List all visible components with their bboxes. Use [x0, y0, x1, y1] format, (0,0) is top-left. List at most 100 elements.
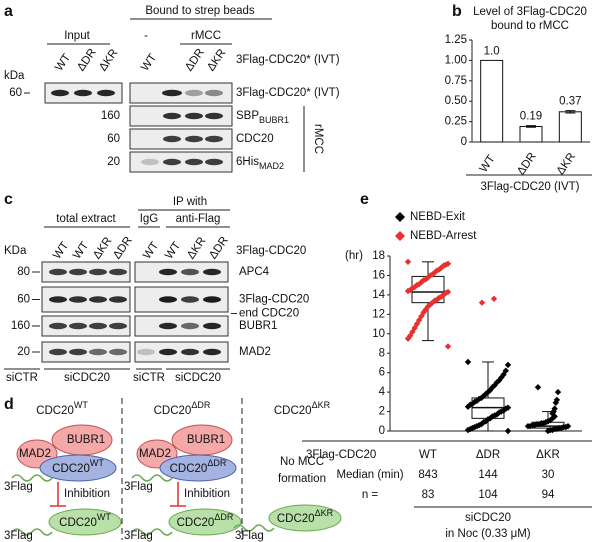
table-cell: 94 [542, 489, 555, 501]
band [51, 89, 69, 97]
panel-label: d [4, 396, 14, 413]
script-text: ΔDR [214, 512, 234, 522]
label: MAD2 [19, 448, 51, 460]
label: CDC20WT [52, 458, 104, 475]
point [404, 287, 412, 295]
band [163, 135, 181, 143]
side-label: rMCC [312, 124, 324, 154]
row-label: SBPBUBR1 [236, 110, 289, 125]
y-tick-label: 2 [379, 406, 385, 418]
band [69, 348, 87, 356]
band [181, 296, 199, 303]
band [89, 296, 107, 303]
group-header: IP with [173, 196, 207, 208]
cdc20-shape [159, 454, 237, 482]
row-label: CDC20 [236, 133, 274, 145]
script-text: WT [90, 458, 104, 468]
label: kDa [4, 70, 25, 82]
panel-label: e [360, 191, 369, 208]
script-text: ΔDR [191, 400, 211, 410]
marker: 80 [17, 266, 30, 278]
y-tick-label: 14 [372, 289, 385, 301]
y-tick-label: 18 [372, 250, 385, 262]
band [49, 322, 67, 330]
lane-label: WT [71, 240, 91, 262]
treatment-label: siCTR [133, 372, 165, 384]
y-tick-label: 6 [379, 367, 385, 379]
marker: 60 [107, 133, 120, 145]
point [490, 295, 498, 302]
point [524, 422, 532, 430]
value-label: 0.19 [520, 111, 542, 123]
marker: 20 [17, 346, 30, 358]
text-part: CDC20 [59, 517, 97, 529]
lane-label: ΔDR [111, 235, 135, 262]
table-cell: WT [419, 449, 437, 461]
linker [11, 528, 53, 536]
treatment-label: siCTR [6, 372, 38, 384]
lane-label: WT [53, 52, 73, 74]
band [181, 268, 199, 276]
band [69, 268, 87, 276]
point [478, 299, 486, 306]
text-part: CDC20 [52, 463, 90, 475]
marker: 60 [17, 294, 30, 306]
chart-subtitle: bound to rMCC [491, 20, 569, 32]
table-cell: 144 [478, 469, 498, 481]
label: KDa [4, 245, 27, 257]
y-tick-label: 4 [379, 386, 386, 398]
panel-label: c [4, 191, 13, 208]
band [49, 268, 67, 276]
lane-label: ΔKR [91, 235, 114, 261]
y-axis-label: (hr) [345, 250, 363, 262]
band [181, 322, 199, 330]
table-cell: 30 [542, 469, 555, 481]
band [163, 158, 181, 166]
label: CDC20ΔDR [170, 458, 227, 475]
footer-label: in Noc (0.33 μM) [445, 528, 530, 540]
point [534, 384, 542, 391]
panel-label: a [4, 3, 13, 20]
band [49, 348, 67, 356]
band [109, 322, 127, 330]
point [553, 396, 561, 404]
text-part: CDC20 [154, 405, 192, 417]
legend-swatch [395, 231, 405, 241]
linker [11, 474, 53, 482]
linker [131, 528, 173, 536]
x-tick-label: ΔDR [515, 151, 539, 178]
row-label: 3Flag-CDC20* (IVT) [236, 87, 340, 99]
label: 3Flag [4, 481, 33, 493]
band [109, 268, 127, 276]
label: 3Flag [124, 530, 153, 542]
point [504, 361, 512, 369]
label: CDC20ΔDR [177, 512, 234, 529]
legend-label: NEBD-Arrest [410, 230, 477, 242]
row-label: 6HisMAD2 [236, 156, 284, 171]
point [551, 405, 558, 412]
x-axis-label: 3Flag-CDC20 (IVT) [480, 181, 579, 193]
lane-label: ΔDR [75, 47, 99, 74]
band [203, 296, 221, 303]
lane-label: WT [141, 240, 161, 262]
band [163, 112, 181, 120]
group-header: - [144, 30, 148, 42]
inhibition-arrow [170, 482, 186, 507]
note: formation [278, 473, 326, 485]
band [162, 89, 182, 97]
y-tick-label: 1.25 [445, 34, 467, 46]
table-row-label: 3Flag-CDC20 [306, 449, 376, 461]
point [554, 388, 562, 396]
band [159, 348, 177, 356]
value-label: 1.0 [484, 45, 500, 57]
label: MAD2 [139, 448, 171, 460]
band [185, 158, 203, 166]
band [159, 322, 177, 330]
band [69, 322, 87, 330]
free-cdc20-shape [48, 508, 122, 536]
free-cdc20-shape [268, 504, 342, 532]
linker [233, 524, 275, 532]
row-label: 3Flag-CDC20 [239, 294, 309, 306]
free-cdc20-shape [168, 508, 242, 536]
